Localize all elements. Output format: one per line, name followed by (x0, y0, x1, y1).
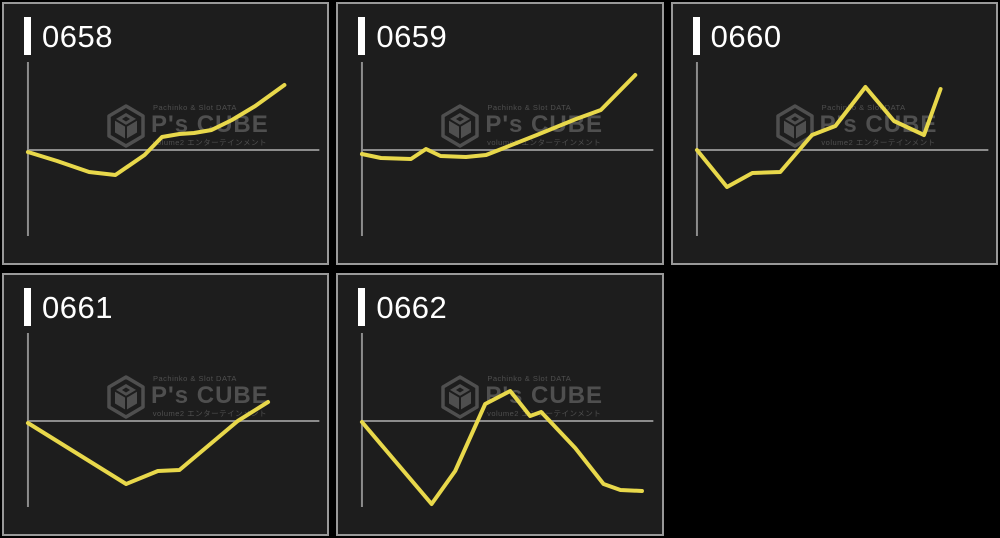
watermark-main-text: P's CUBE (151, 382, 269, 409)
watermark-main-text: P's CUBE (151, 111, 269, 138)
payout-line (694, 85, 943, 189)
chart-panel-0662[interactable]: 0662 Pachinko & Slot DATA P's CUBE volum… (336, 273, 664, 536)
watermark-text: Pachinko & Slot DATA P's CUBE volume2 エン… (151, 374, 269, 419)
ps-cube-logo-icon (107, 374, 145, 419)
machine-number: 0662 (376, 290, 448, 325)
watermark-top-text: Pachinko & Slot DATA (487, 103, 572, 112)
slump-graph (25, 333, 320, 507)
payout-line (25, 400, 271, 486)
watermark: Pachinko & Slot DATA P's CUBE volume2 エン… (106, 103, 269, 148)
panel-title: 0659 (358, 17, 447, 57)
chart-panel-0660[interactable]: 0660 Pachinko & Slot DATA P's CUBE volum… (670, 2, 998, 265)
payout-line (360, 73, 638, 161)
title-accent-bar (358, 17, 366, 55)
machine-number: 0661 (42, 290, 113, 325)
ps-cube-logo-icon (775, 103, 814, 148)
watermark-sub-text: volume2 エンターテインメント (152, 138, 267, 147)
watermark-top-text: Pachinko & Slot DATA (821, 103, 906, 112)
empty-grid-cell (671, 273, 998, 536)
chart-panel-0658[interactable]: 0658 Pachinko & Slot DATA P's CUBE volum… (2, 2, 330, 265)
title-accent-bar (358, 288, 366, 326)
watermark: Pachinko & Slot DATA P's CUBE volume2 エン… (106, 374, 269, 419)
title-accent-bar (692, 17, 700, 55)
slump-graph (360, 62, 654, 236)
title-accent-bar (24, 288, 31, 326)
chart-panel-0659[interactable]: 0659 Pachinko & Slot DATA P's CUBE volum… (336, 2, 664, 265)
machine-number: 0660 (710, 19, 782, 54)
panel-title: 0658 (24, 17, 113, 57)
slump-graph (360, 333, 654, 507)
payout-line (25, 83, 287, 177)
chart-panel-0661[interactable]: 0661 Pachinko & Slot DATA P's CUBE volum… (2, 273, 330, 536)
watermark: Pachinko & Slot DATA P's CUBE volume2 エン… (775, 103, 938, 148)
machine-number: 0658 (42, 19, 113, 54)
ps-cube-logo-icon (107, 103, 145, 148)
watermark-sub-text: volume2 エンターテインメント (487, 138, 602, 147)
watermark-sub-text: volume2 エンターテインメント (152, 409, 267, 418)
slump-graph (25, 62, 320, 236)
panel-title: 0661 (24, 288, 113, 328)
panel-title: 0662 (358, 288, 447, 328)
title-accent-bar (24, 17, 31, 55)
watermark-top-text: Pachinko & Slot DATA (153, 103, 237, 112)
watermark-top-text: Pachinko & Slot DATA (153, 374, 237, 383)
panel-title: 0660 (692, 17, 782, 57)
watermark-text: Pachinko & Slot DATA P's CUBE volume2 エン… (151, 103, 269, 148)
ps-cube-logo-icon (441, 374, 480, 419)
machine-number: 0659 (376, 19, 448, 54)
ps-cube-logo-icon (441, 103, 480, 148)
watermark-sub-text: volume2 エンターテインメント (821, 138, 936, 147)
watermark-top-text: Pachinko & Slot DATA (487, 374, 572, 383)
slump-graph (694, 62, 989, 236)
payout-line (360, 389, 645, 506)
